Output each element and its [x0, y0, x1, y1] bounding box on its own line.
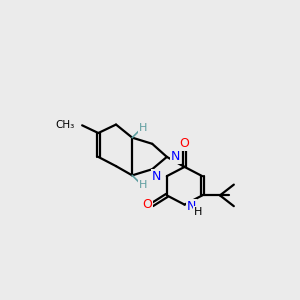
- Text: N: N: [152, 169, 161, 183]
- Text: H: H: [139, 180, 147, 190]
- Text: O: O: [180, 136, 190, 149]
- Text: O: O: [142, 198, 152, 211]
- Text: N: N: [187, 200, 196, 213]
- Text: CH₃: CH₃: [55, 119, 74, 130]
- Text: N: N: [171, 150, 180, 164]
- Text: H: H: [139, 123, 147, 133]
- Text: H: H: [194, 207, 202, 217]
